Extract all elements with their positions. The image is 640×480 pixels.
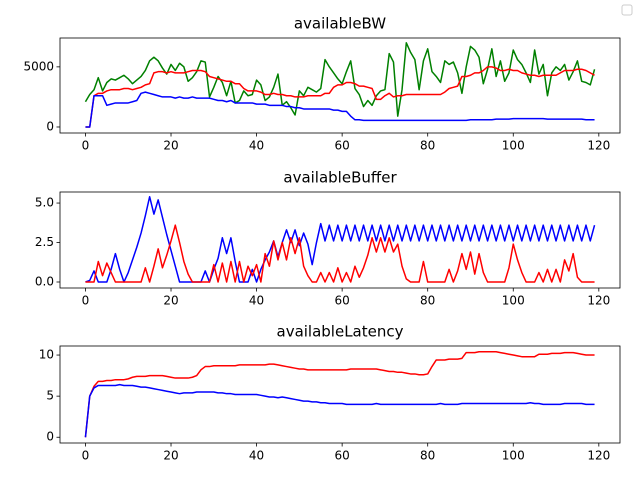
x-tick-label: 120: [587, 294, 610, 308]
y-tick-label: 2.5: [35, 235, 54, 249]
x-tick-label: 0: [82, 294, 90, 308]
x-tick-label: 120: [587, 139, 610, 153]
x-tick-label: 60: [334, 294, 349, 308]
y-tick-label: 5.0: [35, 196, 54, 210]
data-line: [85, 66, 595, 128]
axes-frame: [59, 37, 621, 134]
x-tick-label: 20: [163, 139, 178, 153]
y-tick-label: 5000: [23, 59, 54, 73]
x-tick-label: 80: [420, 449, 435, 463]
x-tick-label: 100: [502, 294, 525, 308]
y-tick-label: 0: [46, 430, 54, 444]
y-tick-label: 0: [46, 119, 54, 133]
x-tick-label: 0: [82, 139, 90, 153]
x-tick-label: 20: [163, 449, 178, 463]
data-line: [84, 351, 595, 438]
chart-title: availableBW: [294, 15, 386, 33]
x-tick-label: 60: [334, 139, 349, 153]
data-line: [85, 224, 595, 283]
x-tick-label: 80: [420, 139, 435, 153]
x-tick-label: 100: [502, 449, 525, 463]
y-tick-label: 0.0: [35, 275, 54, 289]
x-tick-label: 80: [420, 294, 435, 308]
x-tick-label: 60: [334, 449, 349, 463]
chart-title: availableBuffer: [283, 169, 397, 187]
y-tick-label: 10: [39, 348, 54, 362]
chart-title: availableLatency: [277, 323, 404, 341]
x-tick-label: 40: [249, 294, 264, 308]
x-tick-label: 0: [82, 449, 90, 463]
y-tick-label: 5: [46, 389, 54, 403]
axes-frame: [59, 191, 621, 289]
x-tick-label: 40: [249, 449, 264, 463]
x-tick-label: 40: [249, 139, 264, 153]
data-line: [84, 383, 595, 438]
axes-frame: [59, 345, 621, 444]
x-tick-label: 20: [163, 294, 178, 308]
data-line: [85, 91, 595, 128]
legend-box: [621, 4, 633, 16]
x-tick-label: 120: [587, 449, 610, 463]
data-line: [85, 195, 596, 283]
x-tick-label: 100: [502, 139, 525, 153]
